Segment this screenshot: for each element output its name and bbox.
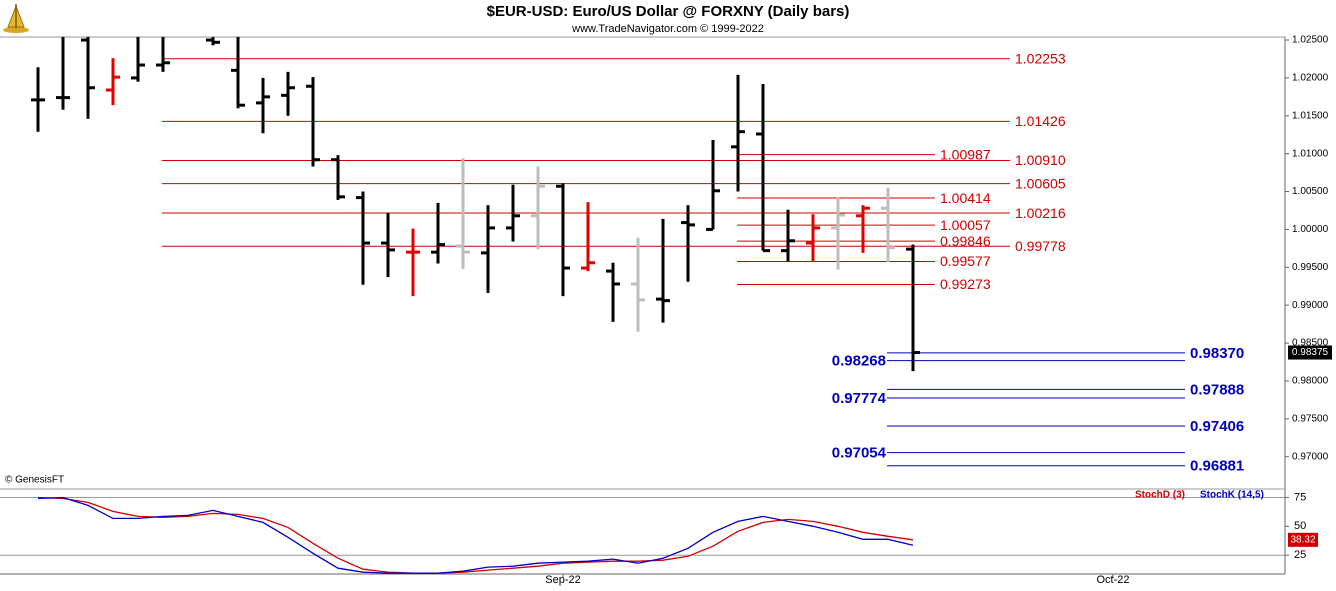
last-value-box	[1288, 345, 1332, 360]
legend-entry: StochD (3)	[1135, 490, 1185, 501]
legend-entry: StochK (14,5)	[1200, 490, 1264, 501]
y-tick-label: 50	[1294, 520, 1306, 532]
level-label: 0.99778	[1015, 238, 1066, 254]
level-label: 1.00216	[1015, 205, 1066, 221]
level-label: 0.97888	[1190, 381, 1244, 398]
series-line	[37, 496, 914, 574]
chart-title: $EUR-USD: Euro/US Dollar @ FORXNY (Daily…	[487, 3, 850, 20]
y-tick-label: 75	[1294, 491, 1306, 503]
y-tick-label: 1.01000	[1292, 148, 1329, 159]
level-label: 0.97054	[832, 445, 887, 462]
y-tick-label: 0.99000	[1292, 300, 1329, 311]
y-tick-label: 0.97000	[1292, 451, 1329, 462]
y-tick-label: 0.98000	[1292, 376, 1329, 387]
y-tick-label: 0.99500	[1292, 262, 1329, 273]
level-label: 0.97406	[1190, 418, 1244, 435]
y-tick-label: 1.01500	[1292, 110, 1329, 121]
credit: © GenesisFT	[5, 475, 64, 486]
level-label: 0.99577	[940, 253, 991, 269]
y-tick-label: 1.02000	[1292, 73, 1329, 84]
level-label: 0.96881	[1190, 458, 1244, 475]
last-value-box	[1288, 532, 1318, 547]
chart-subtitle: www.TradeNavigator.com © 1999-2022	[571, 23, 764, 35]
level-label: 1.00414	[940, 190, 991, 206]
logo	[3, 4, 29, 33]
y-tick-label: 0.97500	[1292, 413, 1329, 424]
series-line	[37, 496, 914, 574]
last-value-label: 0.98375	[1292, 347, 1329, 358]
level-label: 1.02253	[1015, 50, 1066, 66]
level-label: 0.99273	[940, 276, 991, 292]
level-label: 1.00910	[1015, 152, 1066, 168]
y-tick-label: 0.98500	[1292, 338, 1329, 349]
y-tick-label: 25	[1294, 549, 1306, 561]
level-label: 0.99846	[940, 233, 991, 249]
level-label: 0.98268	[832, 353, 886, 370]
level-label: 1.00987	[940, 146, 991, 162]
x-tick-label: Sep-22	[545, 574, 580, 586]
last-value-label: 38.32	[1290, 534, 1315, 545]
level-label: 0.98370	[1190, 345, 1244, 362]
level-label: 1.00605	[1015, 175, 1066, 191]
level-label: 1.01426	[1015, 113, 1066, 129]
level-label: 1.00057	[940, 217, 991, 233]
y-tick-label: 1.02500	[1292, 35, 1329, 46]
level-label: 0.97774	[832, 390, 887, 407]
x-tick-label: Oct-22	[1096, 574, 1129, 586]
y-tick-label: 1.00500	[1292, 186, 1329, 197]
y-tick-label: 1.00000	[1292, 224, 1329, 235]
